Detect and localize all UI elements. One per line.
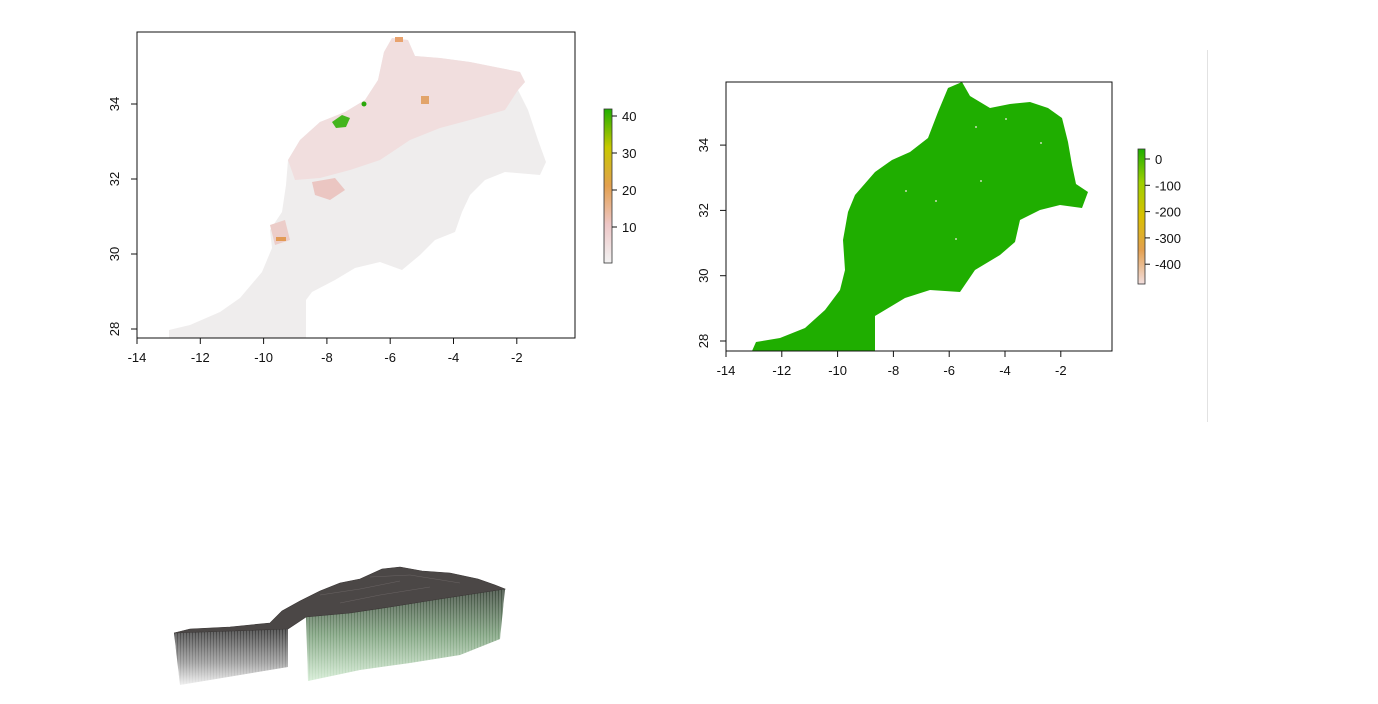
x-tick-label: -14 [128,350,147,365]
legend-tick-label: -300 [1155,231,1181,246]
x-tick-label: -4 [448,350,460,365]
map-hotspot-orange-south-left [276,237,286,241]
x-tick-label: -2 [511,350,523,365]
x-tick-label: -6 [384,350,396,365]
x-tick-label: -4 [999,363,1011,378]
x-axis-left: -14 -12 -10 -8 -6 -4 -2 [128,337,523,365]
map-region-center-left [312,178,345,200]
map-hotspot-orange-north-left [395,37,403,42]
legend-tick-label: 20 [622,183,636,198]
x-tick-label: -2 [1055,363,1067,378]
relief-texture [319,574,461,604]
y-tick-label: 30 [107,247,122,261]
y-axis-left: 28 30 32 34 [107,97,138,336]
y-tick-label: 32 [696,203,711,217]
y-tick-label: 28 [107,322,122,336]
y-tick-label: 34 [107,97,122,111]
legend-right: 0 -100 -200 -300 -400 [1137,148,1181,285]
choropleth-map-plot-right: -14 -12 -10 -8 -6 -4 -2 28 30 32 34 0 -100 -200 -300… [696,81,1181,378]
x-tick-label: -10 [254,350,273,365]
y-tick-label: 28 [696,334,711,348]
relief-3d-rendering [173,566,507,685]
x-axis-right: -14 -12 -10 -8 -6 -4 -2 [717,350,1067,378]
legend-tick-label: -100 [1155,178,1181,193]
map-region-north-left [288,38,525,180]
legend-tick-label: 0 [1155,152,1162,167]
map-land-right [752,82,1088,351]
relief-top-surface [173,566,507,634]
map-speckles-right [905,118,1042,240]
legend-colorbar-right [1137,148,1146,285]
y-axis-right: 28 30 32 34 [696,138,727,348]
x-tick-label: -10 [828,363,847,378]
x-tick-label: -6 [943,363,955,378]
x-tick-label: -14 [717,363,736,378]
panel-divider [1207,50,1208,422]
x-tick-label: -12 [772,363,791,378]
x-tick-label: -12 [191,350,210,365]
legend-tick-label: 10 [622,220,636,235]
choropleth-map-plot-left: -14 -12 -10 -8 -6 -4 -2 28 30 32 34 10 20 30 40 [107,31,636,365]
legend-tick-label: -400 [1155,257,1181,272]
map-hotspot-green-dot-left [361,101,367,107]
map-hotspot-orange-left [421,96,429,104]
y-tick-label: 32 [107,172,122,186]
legend-tick-label: 30 [622,146,636,161]
x-tick-label: -8 [321,350,333,365]
y-tick-label: 34 [696,138,711,152]
legend-left: 10 20 30 40 [603,108,636,264]
y-tick-label: 30 [696,268,711,282]
legend-tick-label: 40 [622,109,636,124]
legend-tick-label: -200 [1155,205,1181,220]
legend-colorbar-left [603,108,613,264]
x-tick-label: -8 [888,363,900,378]
map-hotspot-green-left [332,115,350,128]
